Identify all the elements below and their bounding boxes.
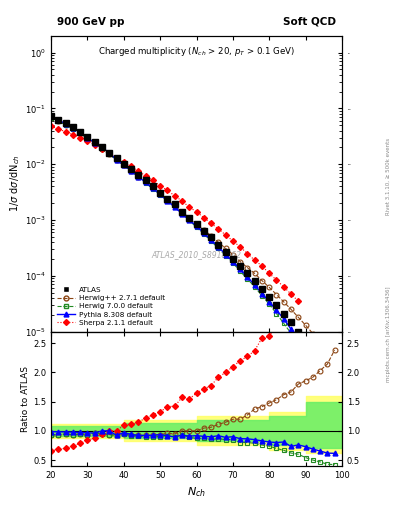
X-axis label: $N_{ch}$: $N_{ch}$ — [187, 485, 206, 499]
Legend: ATLAS, Herwig++ 2.7.1 default, Herwig 7.0.0 default, Pythia 8.308 default, Sherp: ATLAS, Herwig++ 2.7.1 default, Herwig 7.… — [55, 285, 167, 328]
Text: Soft QCD: Soft QCD — [283, 17, 336, 27]
Text: ATLAS_2010_S8918562: ATLAS_2010_S8918562 — [151, 250, 242, 259]
Text: Rivet 3.1.10, ≥ 500k events: Rivet 3.1.10, ≥ 500k events — [386, 138, 391, 216]
Y-axis label: Ratio to ATLAS: Ratio to ATLAS — [21, 366, 30, 432]
Y-axis label: 1/$\sigma$ d$\sigma$/dN$_{ch}$: 1/$\sigma$ d$\sigma$/dN$_{ch}$ — [9, 155, 22, 212]
Text: Charged multiplicity ($N_{ch}$ > 20, $p_T$ > 0.1 GeV): Charged multiplicity ($N_{ch}$ > 20, $p_… — [98, 45, 295, 58]
Text: 900 GeV pp: 900 GeV pp — [57, 17, 125, 27]
Text: mcplots.cern.ch [arXiv:1306.3436]: mcplots.cern.ch [arXiv:1306.3436] — [386, 287, 391, 382]
